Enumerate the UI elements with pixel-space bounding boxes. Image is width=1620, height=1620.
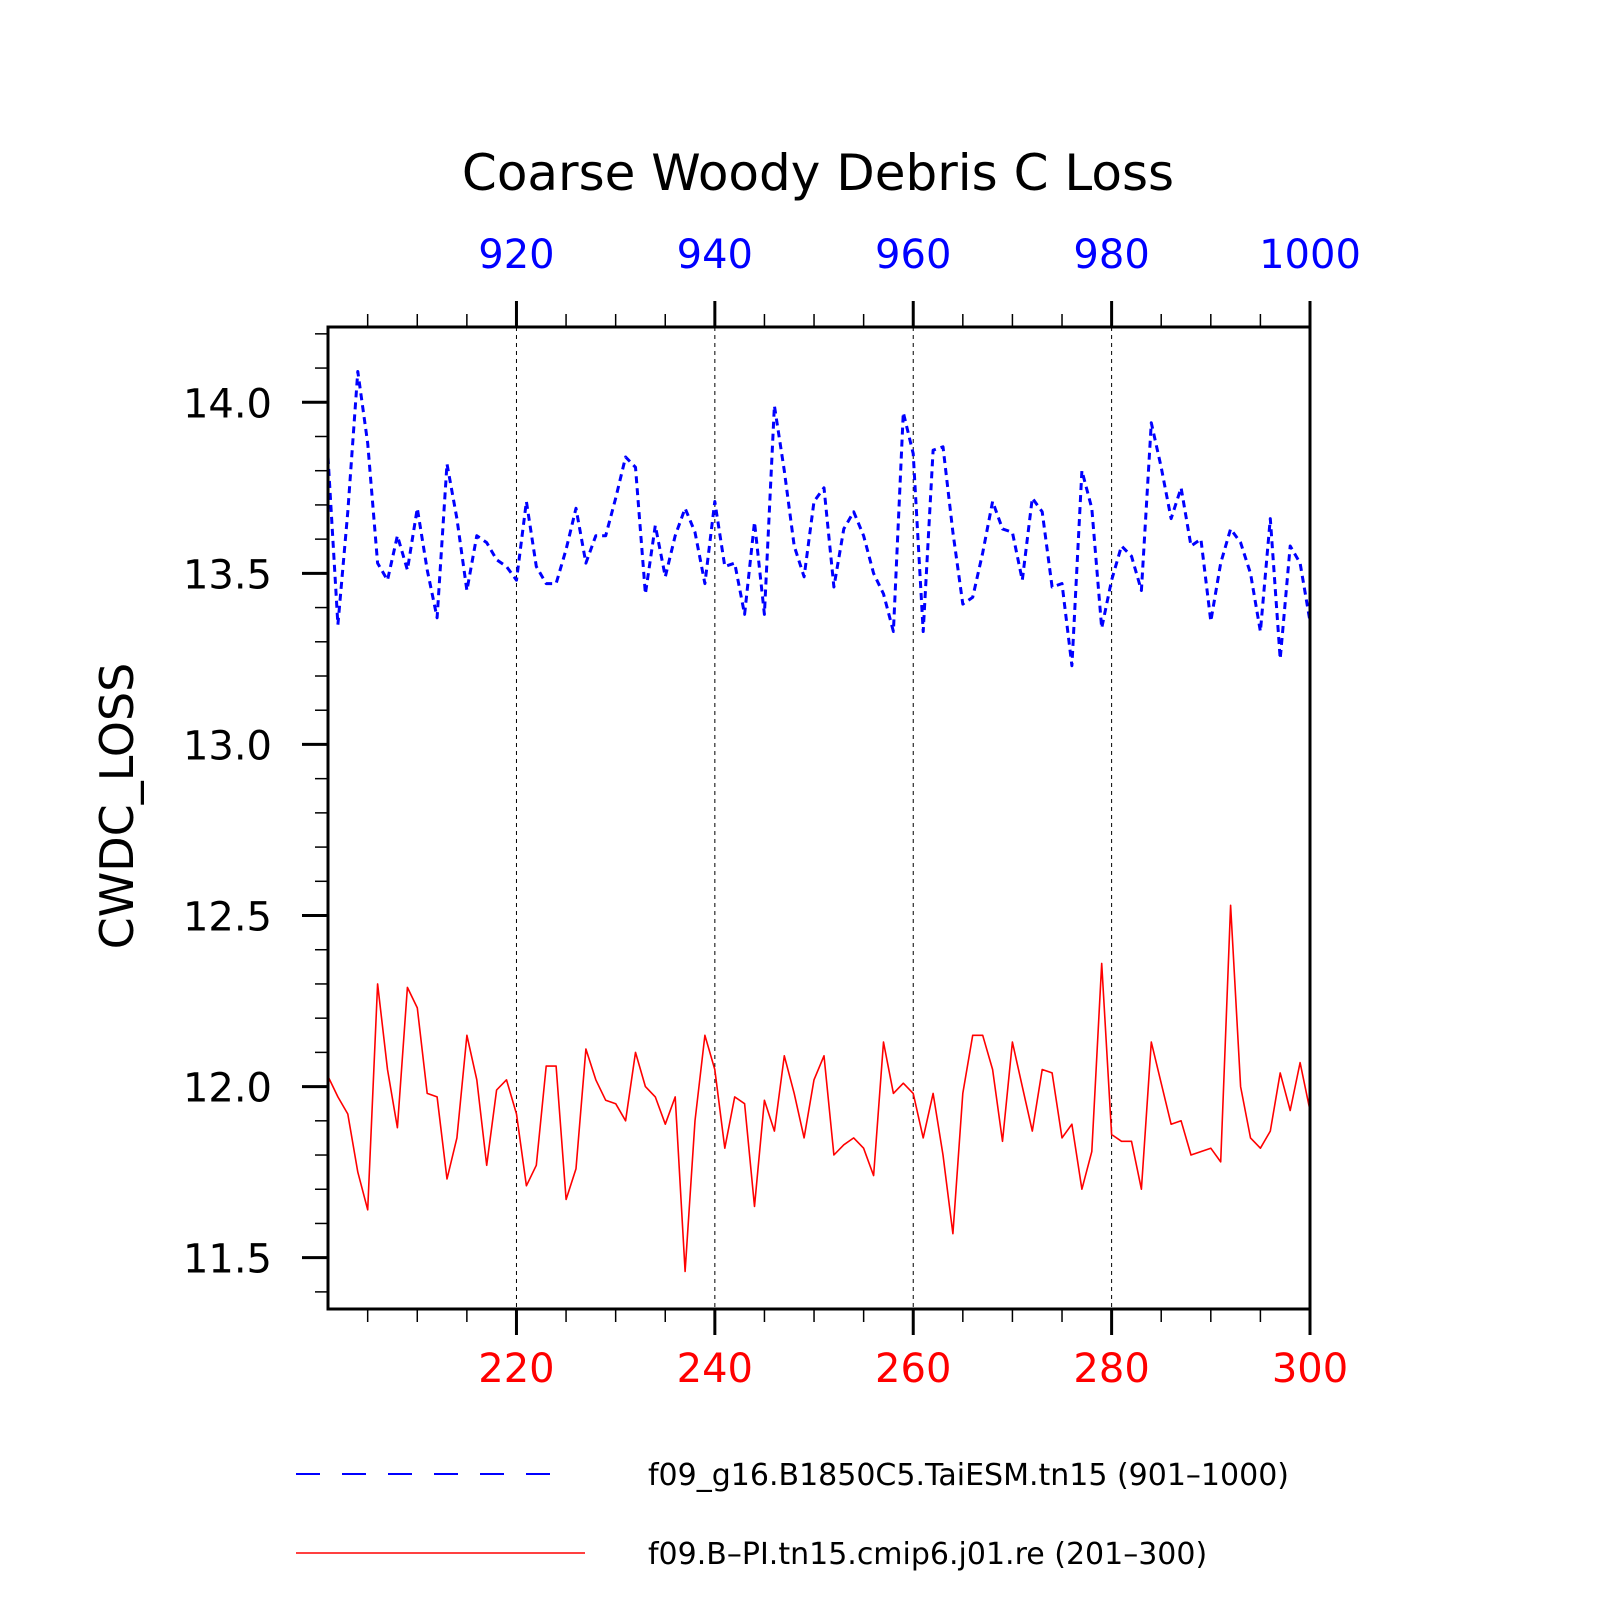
bottom-x-tick-label: 240: [677, 1346, 753, 1392]
bottom-x-tick-label: 280: [1073, 1346, 1149, 1392]
axes: 920 940 960 980 1000 220 240 260 280 300 11.5 12.0 1…: [183, 232, 1361, 1392]
bottom-x-tick-label: 300: [1272, 1346, 1348, 1392]
legend: f09_g16.B1850C5.TaiESM.tn15 (901–1000) f0…: [296, 1458, 1289, 1572]
legend-label-taiesm: f09_g16.B1850C5.TaiESM.tn15 (901–1000): [648, 1458, 1289, 1493]
y-tick-label: 12.0: [183, 1066, 272, 1112]
bottom-x-tick-label: 260: [875, 1346, 951, 1392]
y-tick-label: 13.5: [183, 552, 272, 598]
gridlines: [515, 327, 1113, 1309]
series-lines: [326, 370, 1312, 1273]
top-x-tick-label: 920: [478, 232, 554, 278]
y-tick-label: 13.0: [183, 723, 272, 769]
chart-title: Coarse Woody Debris C Loss: [462, 144, 1174, 202]
top-x-tick-label: 960: [875, 232, 951, 278]
y-tick-label: 14.0: [183, 381, 272, 427]
top-x-tick-label: 940: [677, 232, 753, 278]
bottom-x-tick-label: 220: [478, 1346, 554, 1392]
legend-label-cmip6: f09.B–PI.tn15.cmip6.j01.re (201–300): [648, 1537, 1207, 1572]
series-line-taiesm: [326, 370, 1312, 668]
y-tick-label: 11.5: [183, 1237, 272, 1283]
plot-frame: [326, 325, 1312, 1311]
top-x-tick-label: 980: [1073, 232, 1149, 278]
top-x-tick-label: 1000: [1259, 232, 1361, 278]
y-axis-label: CWDC_LOSS: [90, 663, 144, 950]
y-tick-label: 12.5: [183, 895, 272, 941]
series-line-cmip6: [327, 904, 1311, 1273]
